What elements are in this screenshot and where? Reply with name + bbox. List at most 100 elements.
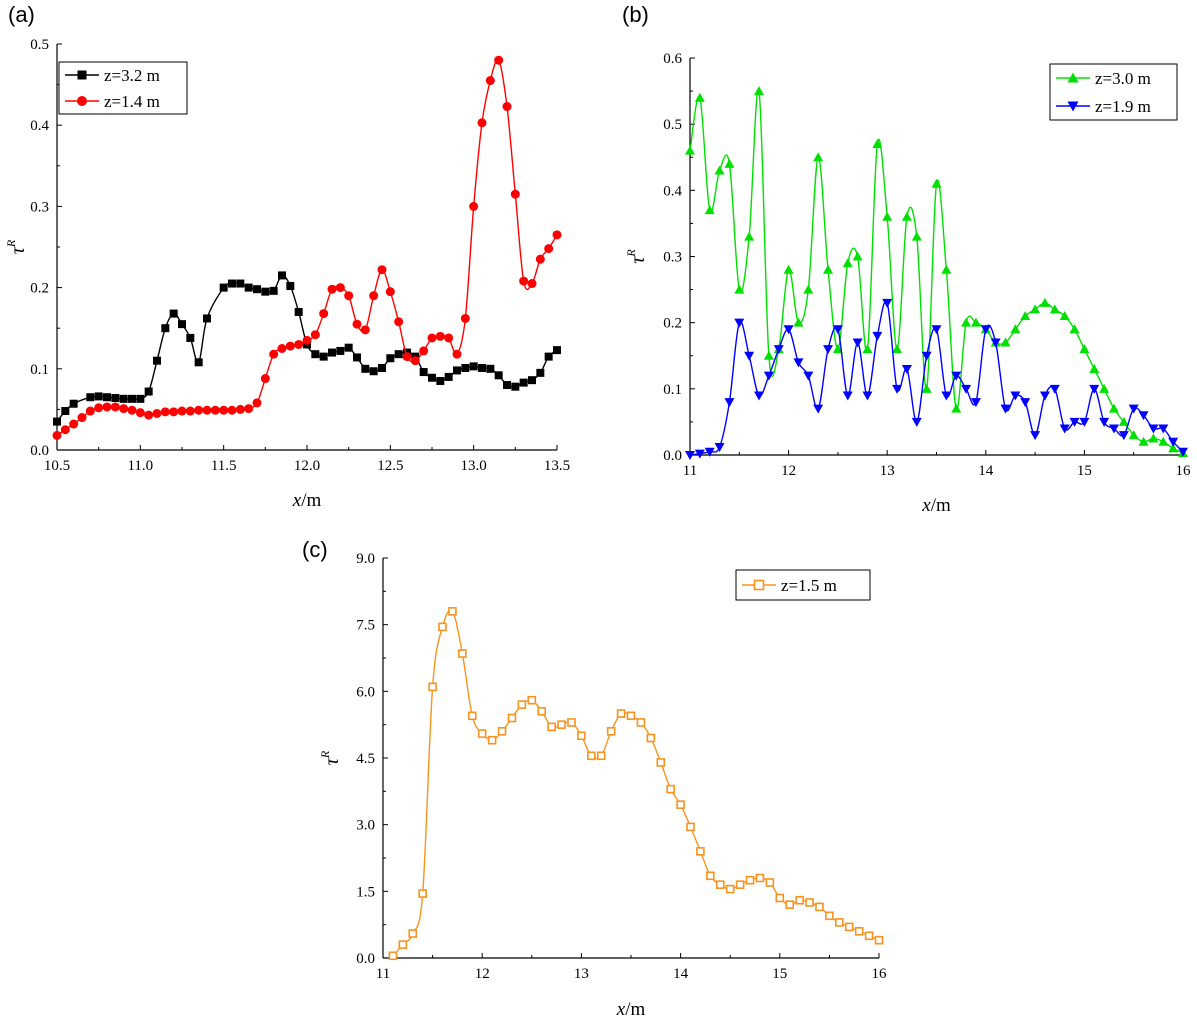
data-point — [385, 287, 395, 297]
data-point — [706, 871, 715, 881]
data-point — [194, 358, 203, 367]
data-point — [795, 895, 804, 905]
data-point — [469, 362, 478, 371]
data-point — [793, 317, 804, 327]
data-point — [1039, 297, 1050, 307]
data-point — [369, 367, 378, 376]
data-point — [435, 331, 445, 341]
data-point — [485, 76, 495, 86]
data-point — [724, 158, 735, 168]
data-point — [169, 407, 179, 417]
data-point — [1099, 383, 1110, 393]
data-point — [606, 727, 616, 736]
data-point — [931, 325, 942, 335]
data-point — [862, 391, 873, 401]
x-tick-label: 13 — [880, 463, 895, 479]
data-point — [335, 283, 345, 293]
series-line — [689, 300, 1184, 456]
data-point — [517, 700, 527, 709]
legend-label: z=1.5 m — [781, 576, 837, 595]
data-point — [286, 281, 295, 290]
data-point — [725, 884, 735, 894]
data-point — [235, 404, 245, 414]
data-point — [1030, 431, 1041, 441]
legend-marker — [1067, 101, 1079, 112]
data-point — [497, 727, 507, 736]
data-point — [685, 451, 695, 460]
data-point — [119, 404, 129, 414]
panel-label-a: (a) — [8, 2, 35, 27]
data-point — [269, 286, 278, 295]
x-tick-label: 16 — [1176, 463, 1192, 479]
data-point — [852, 338, 863, 348]
data-point — [892, 344, 903, 354]
x-axis-label: x/m — [921, 495, 951, 516]
data-point — [153, 356, 161, 365]
data-point — [931, 178, 942, 188]
data-point — [418, 889, 427, 898]
data-point — [1059, 311, 1070, 321]
data-point — [452, 349, 462, 359]
data-point — [1069, 324, 1080, 334]
legend-box — [1049, 63, 1178, 121]
y-tick-label: 0.0 — [30, 443, 49, 459]
data-point — [1158, 424, 1169, 434]
data-point — [294, 339, 304, 349]
data-point — [616, 709, 626, 718]
data-point — [1158, 436, 1169, 446]
data-point — [377, 265, 387, 275]
y-tick-label: 0.1 — [663, 382, 682, 398]
data-point — [219, 283, 228, 292]
data-point — [951, 403, 962, 413]
y-tick-label: 0.0 — [356, 951, 375, 967]
data-point — [911, 417, 922, 427]
data-point — [1108, 403, 1119, 413]
data-point — [228, 279, 236, 288]
data-point — [135, 408, 145, 418]
legend-marker — [77, 96, 87, 106]
data-point — [882, 298, 893, 308]
data-point — [458, 649, 467, 658]
data-point — [1010, 391, 1021, 401]
data-point — [1010, 324, 1021, 334]
data-point — [803, 371, 814, 381]
data-point — [1020, 398, 1031, 408]
data-point — [823, 264, 834, 274]
data-point — [696, 847, 705, 856]
data-point — [378, 363, 386, 372]
data-point — [388, 951, 398, 961]
data-point — [775, 893, 785, 903]
x-tick-label: 15 — [1077, 463, 1092, 479]
data-point — [453, 366, 461, 375]
data-point — [436, 376, 445, 385]
data-point — [487, 735, 497, 745]
data-point — [503, 381, 511, 390]
legend-label: z=3.2 m — [104, 66, 160, 85]
data-point — [544, 352, 553, 361]
data-point — [724, 398, 735, 408]
data-point — [319, 352, 328, 361]
data-point — [160, 407, 170, 417]
data-point — [52, 430, 62, 440]
data-point — [815, 902, 824, 912]
data-point — [136, 394, 145, 403]
data-point — [119, 394, 128, 403]
x-tick-label: 12 — [781, 463, 796, 479]
data-point — [1020, 311, 1031, 321]
x-tick-label: 15 — [772, 966, 787, 982]
data-point — [369, 291, 379, 301]
data-point — [970, 317, 981, 327]
data-point — [194, 405, 204, 415]
data-point — [203, 314, 211, 323]
data-point — [577, 731, 586, 741]
y-tick-label: 0.3 — [30, 199, 49, 215]
data-point — [567, 718, 576, 727]
x-tick-label: 12 — [475, 966, 490, 982]
data-point — [169, 309, 178, 318]
data-point — [419, 368, 428, 377]
data-point — [386, 354, 395, 363]
data-point — [715, 880, 725, 889]
data-point — [990, 338, 1001, 348]
data-point — [1178, 447, 1188, 457]
